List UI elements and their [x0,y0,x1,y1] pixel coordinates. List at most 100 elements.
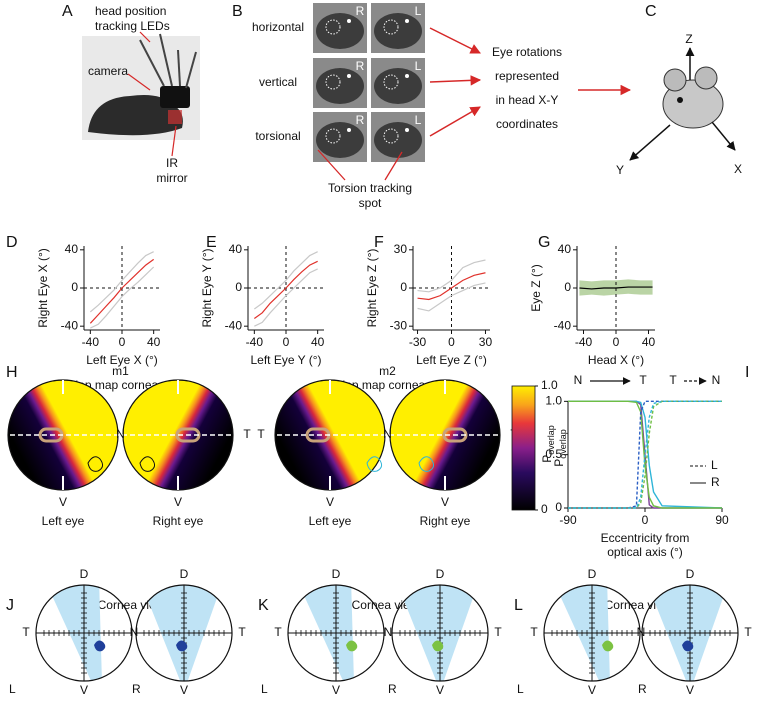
pointer [384,151,403,181]
label: overlap [546,425,556,455]
label: V [436,683,444,697]
label: N [130,625,139,639]
label: Right eye [420,514,471,528]
label: D [180,567,189,581]
eye [374,68,422,104]
arrow [429,27,481,54]
gaze-cluster [87,456,104,472]
x-tick-label: 40 [311,335,325,349]
trace [417,282,486,312]
label: N [637,625,646,639]
label: L [415,113,422,127]
label: D [588,567,597,581]
x-axis-label: Left Eye Y (°) [250,353,321,367]
label: R [356,113,365,127]
label: 0 [541,502,548,516]
eye [316,13,364,49]
head-mount [160,86,190,108]
x-tick-label: -40 [575,335,593,349]
x-tick-label: -40 [82,335,100,349]
label: V [59,495,67,509]
curve [568,400,722,509]
panel-label: D [6,234,18,251]
y-tick-label: 0 [555,500,562,514]
pointer [139,31,151,43]
label: torsional [255,129,300,143]
label: Eye rotations [492,45,562,59]
label: overlap [558,429,568,459]
ir-mirror [168,110,182,124]
led-rod [159,33,173,87]
x-tick-label: 0 [119,335,126,349]
trace [417,272,486,301]
label: Y [616,163,624,177]
x-tick-label: -90 [559,513,577,527]
label: tracking LEDs [95,19,170,33]
label: L [415,4,422,18]
pointer [171,125,177,157]
y-axis-label: Eye Z (°) [529,264,543,311]
label: T [669,373,677,387]
gaze-cluster [176,640,188,652]
y-tick-label: 0 [235,280,242,294]
label: P [552,459,566,467]
pupil [325,19,341,35]
ear [663,68,687,92]
label: T [238,625,246,639]
label: P [540,455,554,463]
pupil [325,74,341,90]
y-tick-label: 0.5 [545,447,562,461]
glint [347,128,351,132]
y-axis-label: Right Eye Z (°) [365,249,379,328]
y-tick-label: 0 [400,280,407,294]
label: D [332,567,341,581]
label: V [326,495,334,509]
trace [89,251,154,313]
mouse-head [662,79,724,129]
label: Right eye [153,514,204,528]
legend-label: R [711,475,720,489]
label: m2 [379,364,396,378]
mouse-eye [677,97,683,103]
trace [253,251,318,310]
label: N [574,373,583,387]
eye [316,68,364,104]
x-tick-label: 40 [147,335,161,349]
label: coordinates [496,117,558,131]
pupil [383,128,399,144]
x-tick-label: -40 [246,335,264,349]
label: Eccentricity from [601,531,690,545]
label: V [588,683,596,697]
panel-label: J [6,597,14,614]
label: Left eye [42,514,85,528]
y-tick-label: 40 [65,242,79,256]
led-rod [139,39,165,87]
label: N [712,373,721,387]
glint [347,19,351,23]
y-tick-label: 0 [564,280,571,294]
y-tick-label: 1.0 [545,394,562,408]
glint [405,128,409,132]
label: head position [95,4,166,18]
label: D [436,567,445,581]
label: Torsion tracking [328,181,412,195]
led-rod [185,51,197,89]
label: D [686,567,695,581]
label: D [80,567,89,581]
label: T [494,625,502,639]
ear [694,66,718,90]
label: T [744,625,752,639]
x-tick-label: 30 [479,335,493,349]
y-tick-label: 0 [71,280,78,294]
glint [347,74,351,78]
panel-label: I [745,364,749,381]
gaze-cluster [432,640,444,652]
gaze-cluster [94,640,106,652]
panel-label: G [538,234,550,251]
label: optical axis (°) [607,545,683,559]
pupil [325,128,341,144]
side-label: N [383,427,392,441]
y-tick-label: -40 [61,318,79,332]
gaze-cluster [366,456,383,472]
panel-label: L [514,597,523,614]
